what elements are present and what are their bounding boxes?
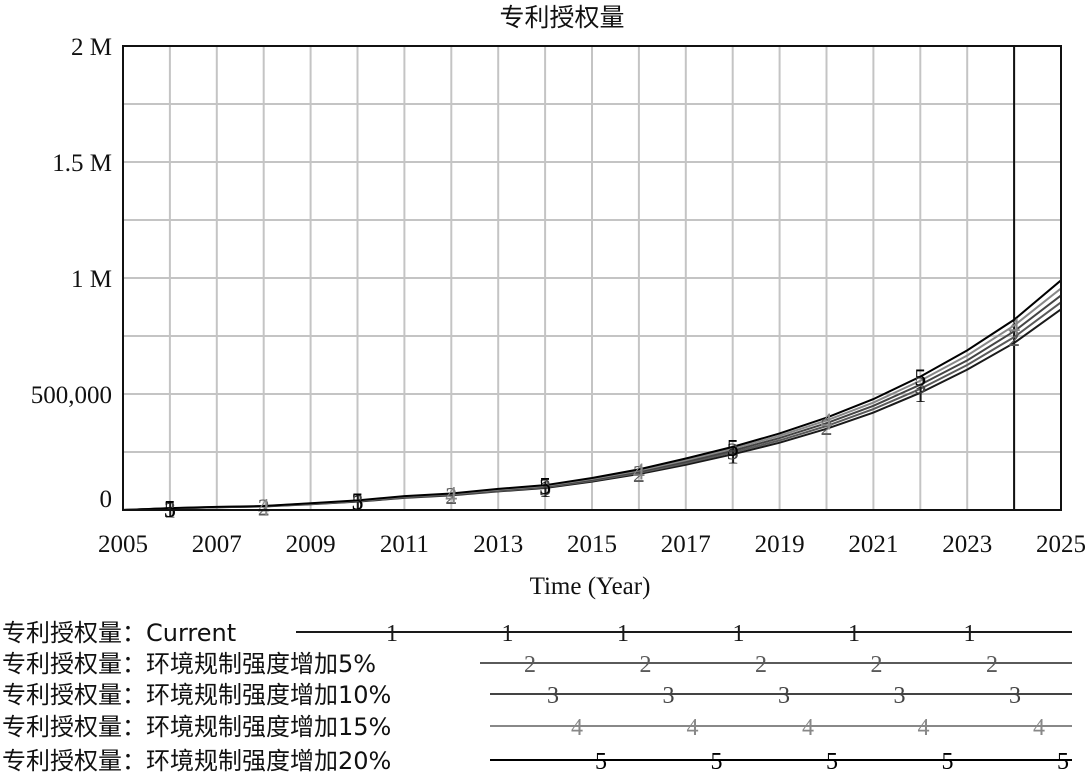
legend-marker: 5 bbox=[1057, 749, 1069, 774]
y-tick-label: 2 M bbox=[71, 34, 112, 61]
legend-marker: 1 bbox=[733, 621, 745, 647]
legend-marker: 4 bbox=[802, 715, 814, 741]
series-marker: 4 bbox=[258, 495, 270, 521]
legend-marker: 3 bbox=[547, 683, 559, 709]
series-marker: 5 bbox=[914, 366, 926, 392]
plot-frame bbox=[122, 45, 1062, 511]
x-tick-label: 2009 bbox=[286, 531, 336, 558]
legend-marker: 4 bbox=[571, 715, 583, 741]
legend-label: 专利授权量：环境规制强度增加10% bbox=[2, 681, 391, 709]
x-axis-label: Time (Year) bbox=[530, 573, 651, 600]
y-tick-label: 500,000 bbox=[31, 382, 112, 409]
x-tick-labels: 2005 2007 2009 2011 2013 2015 2017 2019 2021 2023… bbox=[98, 531, 1086, 558]
legend-marker: 1 bbox=[502, 621, 514, 647]
legend-marker: 1 bbox=[386, 621, 398, 647]
series-marker: 2 bbox=[821, 415, 833, 441]
x-tick-label: 2017 bbox=[661, 531, 711, 558]
series-marker: 4 bbox=[1008, 315, 1020, 341]
series-marker: 2 bbox=[633, 462, 645, 488]
series-lines bbox=[122, 279, 1062, 511]
series-marker: 3 bbox=[727, 440, 739, 466]
y-tick-label: 0 bbox=[100, 486, 113, 513]
y-tick-label: 1 M bbox=[71, 266, 112, 293]
x-tick-label: 2015 bbox=[567, 531, 617, 558]
chart-title: 专利授权量 bbox=[499, 3, 624, 32]
x-tick-label: 2007 bbox=[192, 531, 242, 558]
y-tick-labels: 0 500,000 1 M 1.5 M 2 M bbox=[31, 34, 112, 513]
series-marker: 2 bbox=[1008, 326, 1020, 352]
series-marker: 4 bbox=[633, 460, 645, 486]
series-marker: 2 bbox=[258, 495, 270, 521]
series-marker: 4 bbox=[821, 409, 833, 435]
legend-marker: 5 bbox=[942, 749, 954, 774]
series-marker: 4 bbox=[445, 483, 457, 509]
x-tick-label: 2013 bbox=[473, 531, 523, 558]
legend-marker: 2 bbox=[640, 652, 652, 678]
legend-label: 专利授权量：环境规制强度增加5% bbox=[2, 650, 376, 678]
legend-marker: 2 bbox=[986, 652, 998, 678]
legend-marker: 1 bbox=[964, 621, 976, 647]
legend-marker: 2 bbox=[524, 652, 536, 678]
legend-marker: 4 bbox=[1033, 715, 1045, 741]
series-marker: 1 bbox=[539, 477, 551, 503]
legend: 专利授权量：Current 1 1 1 1 1 1 专利授权量：环境规制强度增加5% 2 2 2 2 2… bbox=[2, 619, 1072, 774]
x-tick-label: 2021 bbox=[848, 531, 898, 558]
x-tick-label: 2019 bbox=[755, 531, 805, 558]
series-marker: 3 bbox=[539, 476, 551, 502]
x-tick-label: 2023 bbox=[942, 531, 992, 558]
x-tick-label: 2011 bbox=[380, 531, 429, 558]
legend-label: 专利授权量：环境规制强度增加20% bbox=[2, 747, 391, 774]
legend-marker: 3 bbox=[894, 683, 906, 709]
series-marker: 3 bbox=[914, 374, 926, 400]
legend-marker: 1 bbox=[617, 621, 629, 647]
series-marker: 5 bbox=[539, 474, 551, 500]
legend-marker: 1 bbox=[848, 621, 860, 647]
legend-marker: 3 bbox=[663, 683, 675, 709]
legend-marker: 5 bbox=[826, 749, 838, 774]
legend-marker: 2 bbox=[871, 652, 883, 678]
legend-label: 专利授权量：Current bbox=[2, 619, 236, 647]
series-line bbox=[122, 279, 1062, 511]
grid-lines bbox=[123, 46, 1061, 510]
y-tick-label: 1.5 M bbox=[52, 150, 112, 177]
legend-label: 专利授权量：环境规制强度增加15% bbox=[2, 713, 391, 741]
legend-marker: 3 bbox=[778, 683, 790, 709]
series-marker: 1 bbox=[727, 443, 739, 469]
legend-marker: 5 bbox=[595, 749, 607, 774]
legend-marker: 3 bbox=[1009, 683, 1021, 709]
series-marker: 1 bbox=[914, 382, 926, 408]
series-marker: 5 bbox=[352, 489, 364, 515]
x-tick-label: 2005 bbox=[98, 531, 148, 558]
legend-marker: 4 bbox=[918, 715, 930, 741]
series-marker: 5 bbox=[727, 436, 739, 462]
legend-marker: 5 bbox=[711, 749, 723, 774]
x-tick-label: 2025 bbox=[1036, 531, 1086, 558]
legend-marker: 2 bbox=[755, 652, 767, 678]
legend-marker: 4 bbox=[687, 715, 699, 741]
series-marker: 2 bbox=[445, 484, 457, 510]
